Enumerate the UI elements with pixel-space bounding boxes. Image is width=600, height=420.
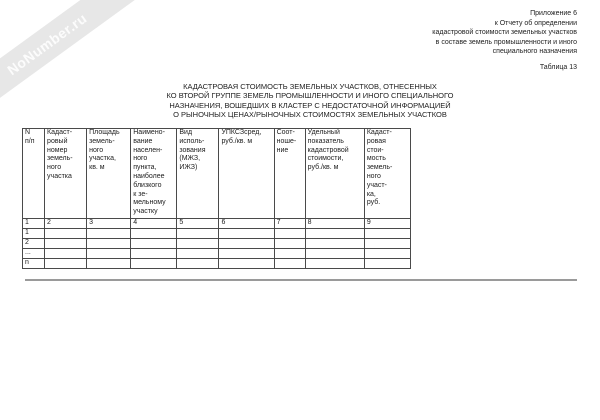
empty-cell: [304, 227, 365, 239]
empty-cell: [273, 247, 306, 259]
title-line: НАЗНАЧЕНИЯ, ВОШЕДШИХ В КЛАСТЕР С НЕДОСТА…: [169, 100, 451, 110]
table-row: 1: [21, 227, 412, 239]
empty-cell: [273, 237, 306, 249]
table-row: n: [21, 257, 412, 269]
empty-cell: [304, 257, 365, 269]
table-row: 2: [21, 237, 412, 249]
header-row: N п/п Кадаст- ровый номер земель- ного у…: [21, 128, 412, 219]
header-cell: Удельный показатель кадастровой стоимост…: [304, 128, 365, 219]
note-line: кадастровой стоимости земельных участков: [432, 29, 577, 37]
empty-cell: [130, 257, 178, 269]
empty-cell: [218, 247, 275, 259]
empty-cell: [86, 237, 132, 249]
row-label: n: [21, 257, 46, 269]
header-cell: Кадаст- ровая стои- мость земель- ного у…: [363, 128, 412, 219]
title-line: О РЫНОЧНЫХ ЦЕНАХ/РЫНОЧНЫХ СТОИМОСТЯХ ЗЕМ…: [173, 109, 447, 119]
header-cell: N п/п: [21, 128, 46, 219]
empty-cell: [363, 257, 412, 269]
column-number: 9: [363, 217, 412, 229]
empty-cell: [44, 247, 88, 259]
empty-cell: [304, 237, 365, 249]
footer-rule: [25, 279, 577, 281]
empty-cell: [44, 237, 88, 249]
column-number: 4: [130, 217, 178, 229]
empty-cell: [363, 227, 412, 239]
note-line: к Отчету об определении: [494, 19, 577, 27]
note-line: в составе земель промышленности и иного: [435, 38, 577, 46]
header-cell: Площадь земель- ного участка, кв. м: [86, 128, 132, 219]
empty-cell: [130, 237, 178, 249]
title-line: КО ВТОРОЙ ГРУППЕ ЗЕМЕЛЬ ПРОМЫШЛЕННОСТИ И…: [166, 91, 454, 101]
appendix-note: Приложение 6 к Отчету об определении кад…: [432, 9, 577, 57]
column-number: 1: [21, 217, 46, 229]
empty-cell: [176, 247, 220, 259]
empty-cell: [176, 257, 220, 269]
empty-cell: [273, 257, 306, 269]
empty-cell: [86, 257, 132, 269]
header-cell: Соот- ноше- ние: [273, 128, 306, 219]
header-cell: Кадаст- ровый номер земель- ного участка: [44, 128, 88, 219]
row-label: ...: [21, 247, 46, 259]
cadastral-value-table: N п/п Кадаст- ровый номер земель- ного у…: [21, 128, 412, 269]
column-number: 3: [86, 217, 132, 229]
empty-cell: [218, 227, 275, 239]
column-number-row: 1 2 3 4 5 6 7 8 9: [21, 217, 412, 229]
header-cell: УПКСЗсред, руб./кв. м: [218, 128, 275, 219]
document-title: КАДАСТРОВАЯ СТОИМОСТЬ ЗЕМЕЛЬНЫХ УЧАСТКОВ…: [42, 82, 578, 119]
empty-cell: [176, 227, 220, 239]
note-line: Приложение 6: [530, 10, 577, 17]
title-line: КАДАСТРОВАЯ СТОИМОСТЬ ЗЕМЕЛЬНЫХ УЧАСТКОВ…: [183, 82, 437, 91]
column-number: 6: [218, 217, 275, 229]
column-number: 2: [44, 217, 88, 229]
header-cell: Вид исполь- зования (МЖЗ, ИЖЗ): [176, 128, 220, 219]
column-number: 8: [304, 217, 365, 229]
empty-cell: [44, 227, 88, 239]
header-cell: Наимено- вание населен- ного пункта, наи…: [130, 128, 178, 219]
row-label: 1: [21, 227, 46, 239]
empty-cell: [273, 227, 306, 239]
empty-cell: [304, 247, 365, 259]
watermark-text: NoNumber.ru: [4, 9, 90, 79]
empty-cell: [363, 247, 412, 259]
empty-cell: [176, 237, 220, 249]
note-line: специального назначения: [492, 48, 577, 56]
column-number: 5: [176, 217, 220, 229]
empty-cell: [218, 257, 275, 269]
empty-cell: [218, 237, 275, 249]
empty-cell: [363, 237, 412, 249]
row-label: 2: [21, 237, 46, 249]
empty-cell: [86, 247, 132, 259]
column-number: 7: [273, 217, 306, 229]
table-row: ...: [21, 247, 412, 259]
empty-cell: [130, 227, 178, 239]
table-caption: Таблица 13: [539, 64, 577, 71]
empty-cell: [86, 227, 132, 239]
empty-cell: [44, 257, 88, 269]
empty-cell: [130, 247, 178, 259]
